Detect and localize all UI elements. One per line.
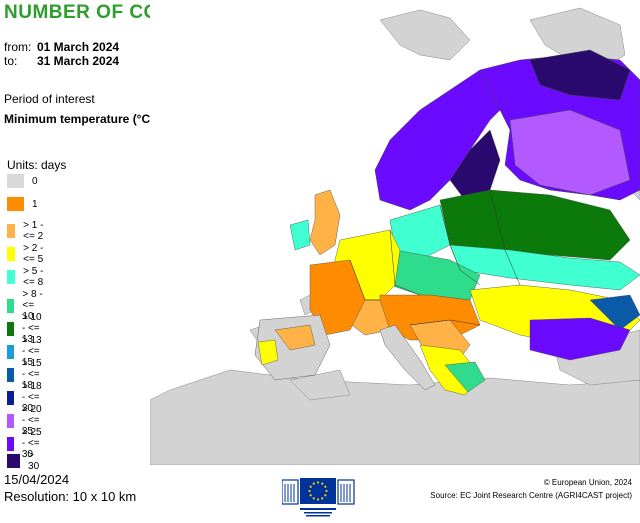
to-label: to: [4, 54, 18, 68]
legend-label: > 1 - <= 2 [23, 220, 44, 242]
eu-star [312, 497, 315, 500]
legend-label: > 10 - <= 13 [21, 312, 42, 345]
region-east [389, 189, 640, 361]
eu-star [309, 485, 312, 488]
legend-label: 0 [32, 175, 38, 187]
legend-item: 0 [7, 174, 38, 188]
eu-star [316, 498, 320, 501]
criterion-label: Minimum temperature (°C) <= 0 [4, 112, 182, 126]
legend-swatch [7, 321, 14, 336]
legend-item: 1 [7, 197, 38, 211]
eu-star [325, 489, 328, 493]
period-block: from: 01 March 2024 to: 31 March 2024 [4, 40, 119, 68]
from-label: from: [4, 40, 32, 54]
legend-item: > 1 - <= 2 [7, 220, 44, 242]
legend-label: > 15 - <= 18 [21, 358, 42, 391]
legend-label: > 8 - <= 10 [22, 289, 43, 322]
eu-star [324, 485, 327, 488]
legend-title: Units: days [7, 158, 67, 172]
legend-swatch [7, 367, 14, 382]
legend-item: > 18 - <= 20 [7, 381, 44, 414]
legend-label: > 18 - <= 20 [21, 381, 42, 414]
legend-item: > 25 - <= 30 [7, 427, 44, 460]
period-of-interest-label: Period of interest [4, 92, 95, 106]
source-label: Source: EC Joint Research Centre (AGRI4C… [430, 491, 632, 500]
legend-swatch [7, 247, 16, 261]
region-british-isles [289, 189, 341, 256]
legend-label: > 5 - <= 8 [23, 266, 44, 288]
resolution-label: Resolution: 10 x 10 km [4, 489, 137, 504]
legend-item: > 15 - <= 18 [7, 358, 44, 391]
legend-swatch [7, 224, 16, 238]
issue-date: 15/04/2024 [4, 472, 70, 487]
region-west [254, 259, 366, 381]
country-borders [349, 189, 521, 326]
legend-item: > 8 - <= 10 [7, 289, 44, 322]
from-value: 01 March 2024 [37, 40, 120, 54]
legend-label: 1 [32, 198, 38, 210]
region-south [379, 324, 486, 396]
legend-swatch [7, 174, 24, 188]
eu-star [321, 482, 324, 485]
to-value: 31 March 2024 [37, 54, 120, 68]
legend-label: > 13 - <= 15 [21, 335, 42, 368]
legend-swatch [7, 436, 14, 451]
legend-item: > 13 - <= 15 [7, 335, 44, 368]
eu-commission-logo [282, 478, 355, 517]
legend-label: > 25 - <= 30 [21, 427, 42, 460]
legend-swatch [7, 270, 16, 284]
region-north [374, 49, 640, 211]
eu-star [312, 482, 315, 485]
legend-item: > 5 - <= 8 [7, 266, 44, 288]
legend-item: > 2 - <= 5 [7, 243, 44, 265]
legend-item: > 10 - <= 13 [7, 312, 44, 345]
legend-swatch [7, 298, 15, 313]
eu-star [324, 494, 327, 497]
legend-item: > 30 [7, 450, 43, 472]
copyright-label: © European Union, 2024 [543, 478, 632, 487]
legend-swatch [7, 344, 14, 359]
legend-label: > 20 - <= 25 [21, 404, 42, 437]
eu-star [321, 497, 324, 500]
legend-item: > 20 - <= 25 [7, 404, 44, 437]
legend-swatch [7, 390, 14, 405]
europe-cold-days-map[interactable] [150, 0, 640, 465]
legend-swatch [7, 413, 14, 428]
eu-star [316, 481, 320, 484]
legend-label: > 30 [28, 450, 40, 472]
legend-swatch [7, 197, 24, 211]
legend-label: > 2 - <= 5 [23, 243, 44, 265]
eu-star [309, 494, 312, 497]
eu-star [308, 489, 311, 493]
legend-swatch [7, 454, 21, 468]
